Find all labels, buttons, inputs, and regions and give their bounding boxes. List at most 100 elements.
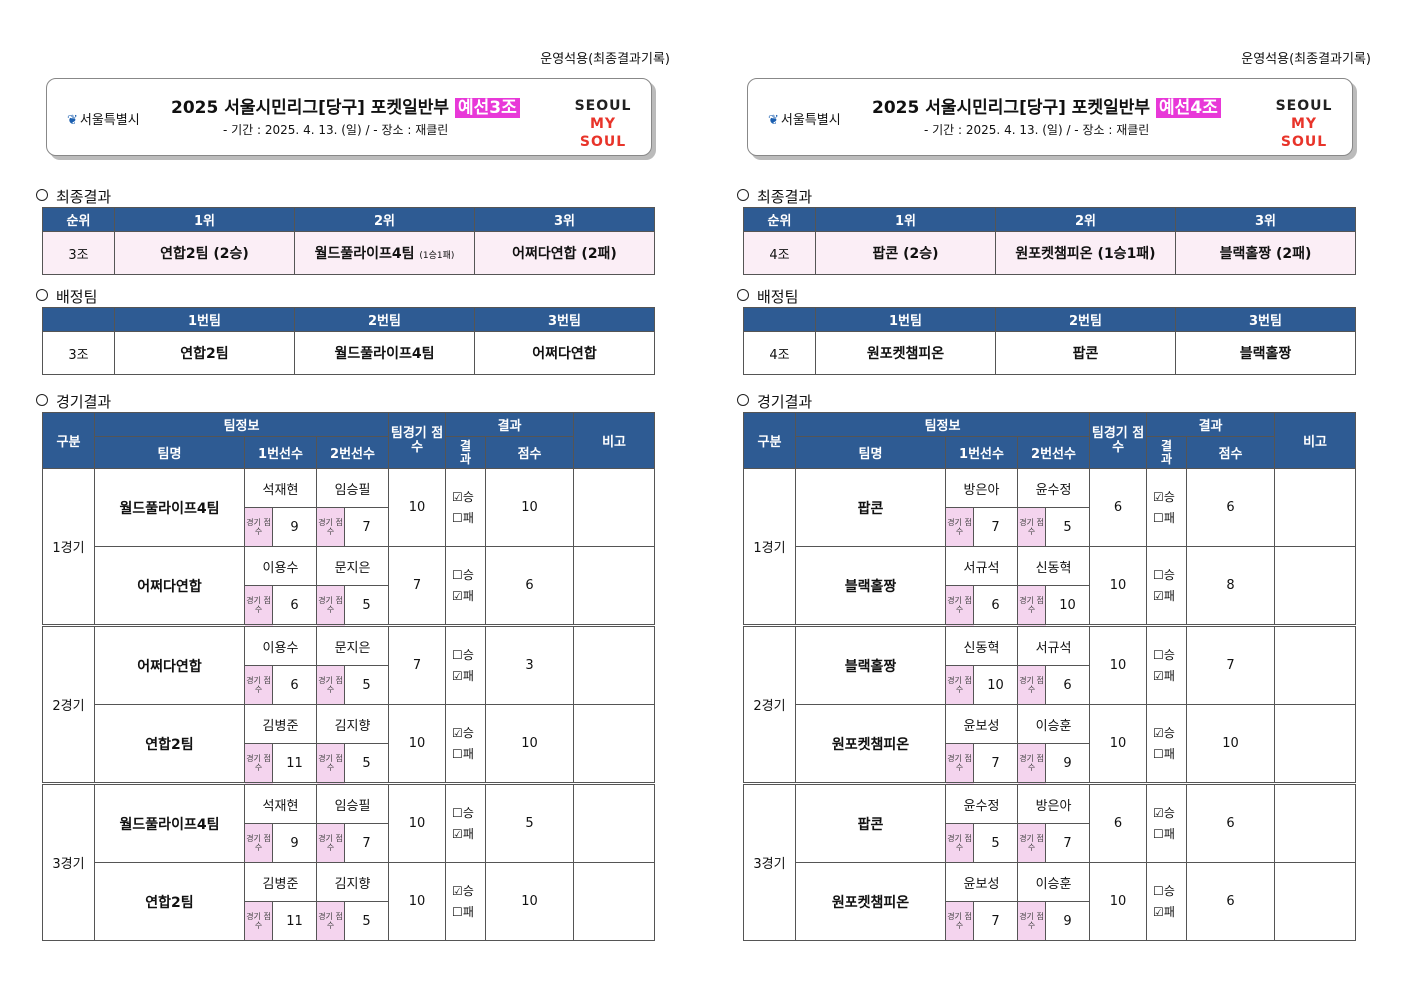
- game-score-label: 경기 점수: [316, 585, 345, 626]
- note-cell[interactable]: [1274, 704, 1357, 784]
- first-place: 연합2팀 (2승): [114, 231, 295, 275]
- game-row: 2경기 어쩌다연합 이용수 문지은 7 ☐승 ☑패 3: [42, 624, 656, 784]
- player2-name: 이승훈: [1016, 862, 1091, 902]
- player2-score: 9: [1044, 901, 1091, 941]
- note-cell[interactable]: [573, 862, 656, 941]
- note-cell[interactable]: [573, 782, 656, 863]
- top-note: 운영석용(최종결과기록): [1241, 52, 1371, 67]
- group-label: 3조: [42, 231, 115, 275]
- game-score-label: 경기 점수: [1017, 507, 1046, 547]
- header-team-score: 팀경기 점수: [388, 412, 447, 469]
- team-name: 팝콘: [795, 468, 946, 547]
- player1-name: 윤수정: [945, 782, 1018, 824]
- header-result: 결과: [445, 412, 575, 437]
- note-cell[interactable]: [1274, 862, 1357, 941]
- seoul-my-soul-logo: SEOUL MY SOUL: [574, 98, 632, 150]
- player1-score: 5: [973, 823, 1018, 863]
- game-row: 블랙홀짱 서규석 신동혁 10 ☐승 ☑패 8: [744, 546, 1357, 626]
- note-cell[interactable]: [1274, 468, 1357, 547]
- win-loss-checkbox[interactable]: ☑승 ☐패: [445, 704, 487, 784]
- header-first: 1위: [815, 207, 996, 232]
- player2-name: 이승훈: [1016, 704, 1091, 744]
- final-results-table: 순위 1위 2위 3위 4조 팝콘 (2승) 원포켓챔피온 (1승1패) 블랙홀…: [743, 207, 1356, 275]
- game-score-label: 경기 점수: [316, 823, 345, 863]
- seoul-city-logo: ❦ 서울특별시: [768, 113, 841, 128]
- header-points: 점수: [1186, 436, 1276, 469]
- note-cell[interactable]: [1274, 546, 1357, 626]
- team-score: 10: [388, 468, 447, 547]
- win-loss-checkbox[interactable]: ☑승 ☐패: [1146, 468, 1188, 547]
- game-score-label: 경기 점수: [945, 665, 974, 705]
- note-cell[interactable]: [1274, 782, 1357, 863]
- points: 10: [1186, 704, 1276, 784]
- player2-score: 5: [1044, 507, 1091, 547]
- header-team-name: 팀명: [94, 436, 245, 469]
- header-third: 3위: [1175, 207, 1356, 232]
- game-row: 연합2팀 김병준 김지향 10 ☑승 ☐패 10: [43, 704, 656, 784]
- game-row: 3경기 월드풀라이프4팀 석재현 임승필 10 ☐승 ☑패 5: [42, 782, 656, 941]
- player2-name: 문지은: [315, 546, 390, 586]
- group-badge: 예선4조: [1156, 98, 1221, 118]
- game-label: 1경기: [743, 468, 796, 626]
- header-player2: 2번선수: [315, 436, 390, 469]
- player2-score: 7: [343, 507, 390, 547]
- note-cell[interactable]: [573, 468, 656, 547]
- player1-name: 이용수: [244, 624, 317, 666]
- seoul-my-soul-logo: SEOUL MY SOUL: [1275, 98, 1333, 150]
- win-loss-checkbox[interactable]: ☑승 ☐패: [445, 468, 487, 547]
- win-loss-checkbox[interactable]: ☑승 ☐패: [445, 862, 487, 941]
- win-loss-checkbox[interactable]: ☐승 ☑패: [445, 624, 487, 705]
- team-score: 10: [1089, 704, 1148, 784]
- game-row: 2경기 블랙홀짱 신동혁 서규석 10 ☐승 ☑패 7: [743, 624, 1357, 784]
- team-score: 7: [388, 546, 447, 626]
- game-score-label: 경기 점수: [244, 507, 273, 547]
- win-loss-checkbox[interactable]: ☐승 ☑패: [445, 782, 487, 863]
- game-score-row: 경기 점수 7 경기 점수 5: [744, 507, 1356, 547]
- player2-score: 5: [343, 901, 390, 941]
- team-name: 월드풀라이프4팀: [94, 468, 245, 547]
- win-loss-checkbox[interactable]: ☑승 ☐패: [1146, 782, 1188, 863]
- team-name: 연합2팀: [94, 704, 245, 784]
- team-name: 블랙홀짱: [795, 624, 946, 705]
- note-cell[interactable]: [573, 624, 656, 705]
- page-title: 2025 서울시민리그[당구] 포켓일반부 예선3조: [171, 93, 520, 118]
- game-score-row: 경기 점수 7 경기 점수 9: [744, 901, 1356, 941]
- win-loss-checkbox[interactable]: ☐승 ☑패: [1146, 546, 1188, 626]
- game-score-label: 경기 점수: [244, 585, 273, 626]
- note-cell[interactable]: [573, 704, 656, 784]
- win-loss-checkbox[interactable]: ☐승 ☑패: [445, 546, 487, 626]
- player2-name: 윤수정: [1016, 468, 1091, 508]
- note-cell[interactable]: [1274, 624, 1357, 705]
- team-score: 10: [388, 782, 447, 863]
- player2-score: 5: [343, 743, 390, 784]
- win-loss-checkbox[interactable]: ☐승 ☑패: [1146, 862, 1188, 941]
- team-score: 10: [1089, 546, 1148, 626]
- team1-name: 원포켓챔피온: [815, 331, 996, 375]
- game-score-row: 경기 점수 7 경기 점수 9: [744, 743, 1356, 784]
- player2-score: 5: [343, 665, 390, 705]
- points: 6: [1186, 468, 1276, 547]
- points: 8: [1186, 546, 1276, 626]
- player1-name: 석재현: [244, 468, 317, 508]
- header-team-score: 팀경기 점수: [1089, 412, 1148, 469]
- section-assigned-teams: 배정팀: [36, 286, 97, 307]
- third-place: 블랙홀짱 (2패): [1175, 231, 1356, 275]
- note-cell[interactable]: [573, 546, 656, 626]
- group-label: 3조: [42, 331, 115, 375]
- team2-name: 팝콘: [995, 331, 1176, 375]
- game-score-label: 경기 점수: [1017, 823, 1046, 863]
- header-box: ❦ 서울특별시 2025 서울시민리그[당구] 포켓일반부 예선4조 - 기간 : …: [747, 78, 1353, 156]
- circle-bullet-icon: [737, 394, 749, 406]
- player1-name: 신동혁: [945, 624, 1018, 666]
- win-loss-checkbox[interactable]: ☐승 ☑패: [1146, 624, 1188, 705]
- player1-score: 9: [272, 823, 317, 863]
- game-score-label: 경기 점수: [244, 665, 273, 705]
- team-score: 10: [388, 862, 447, 941]
- section-final-results: 최종결과: [36, 186, 111, 207]
- game-score-label: 경기 점수: [945, 743, 974, 784]
- player1-name: 서규석: [945, 546, 1018, 586]
- header-category: 구분: [743, 412, 796, 469]
- points: 6: [1186, 782, 1276, 863]
- player1-score: 7: [973, 507, 1018, 547]
- win-loss-checkbox[interactable]: ☑승 ☐패: [1146, 704, 1188, 784]
